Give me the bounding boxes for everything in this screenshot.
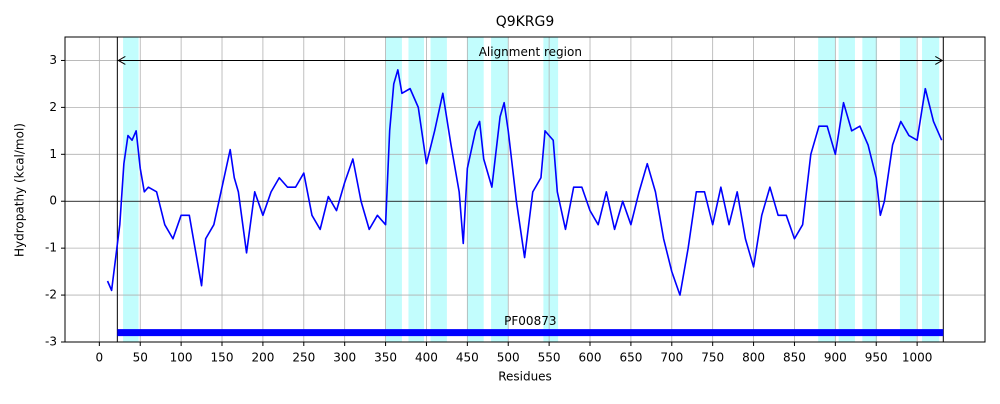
x-tick-label: 1000 [902,351,933,365]
hydropathy-line [106,69,943,296]
shaded-region [862,37,878,342]
shaded-region [430,37,447,342]
y-tick-label: 0 [49,194,57,208]
x-tick-label: 950 [865,351,888,365]
chart-title: Q9KRG9 [496,14,555,30]
x-tick-label: 50 [133,351,148,365]
x-tick-label: 700 [660,351,683,365]
shaded-region [467,37,484,342]
y-tick-label: 1 [49,147,57,161]
shaded-region [899,37,917,342]
x-tick-label: 400 [415,351,438,365]
x-axis-label: Residues [498,370,552,384]
x-tick-label: 250 [292,351,315,365]
x-tick-label: 550 [538,351,561,365]
y-tick-label: 2 [49,100,57,114]
y-tick-label: 3 [49,53,57,67]
plot-frame [64,36,986,343]
x-tick-label: 350 [374,351,397,365]
x-tick-label: 600 [579,351,602,365]
arrow-head [117,56,126,65]
domain-bar [117,329,944,337]
y-tick-label: -2 [45,288,57,302]
shaded-region [123,37,139,342]
shaded-region [543,37,559,342]
shaded-region [818,37,836,342]
y-tick-label: -1 [45,241,57,255]
x-tick-label: 500 [497,351,520,365]
x-tick-label: 200 [251,351,274,365]
x-tick-label: 150 [211,351,234,365]
annotation-label: Alignment region [479,45,582,59]
x-tick-label: 850 [783,351,806,365]
arrow-head [935,56,944,65]
shaded-region [491,37,509,342]
shaded-region [408,37,425,342]
shaded-region [838,37,855,342]
shaded-region [922,37,940,342]
x-tick-label: 800 [742,351,765,365]
y-tick-label: -3 [45,335,57,349]
y-axis-label: Hydropathy (kcal/mol) [13,123,27,257]
x-tick-label: 100 [170,351,193,365]
x-tick-label: 450 [456,351,479,365]
x-tick-label: 900 [824,351,847,365]
x-tick-label: 650 [619,351,642,365]
x-tick-label: 300 [333,351,356,365]
domain-label: PF00873 [504,314,556,328]
shaded-region [385,37,402,342]
x-tick-label: 750 [701,351,724,365]
x-tick-label: 0 [96,351,104,365]
